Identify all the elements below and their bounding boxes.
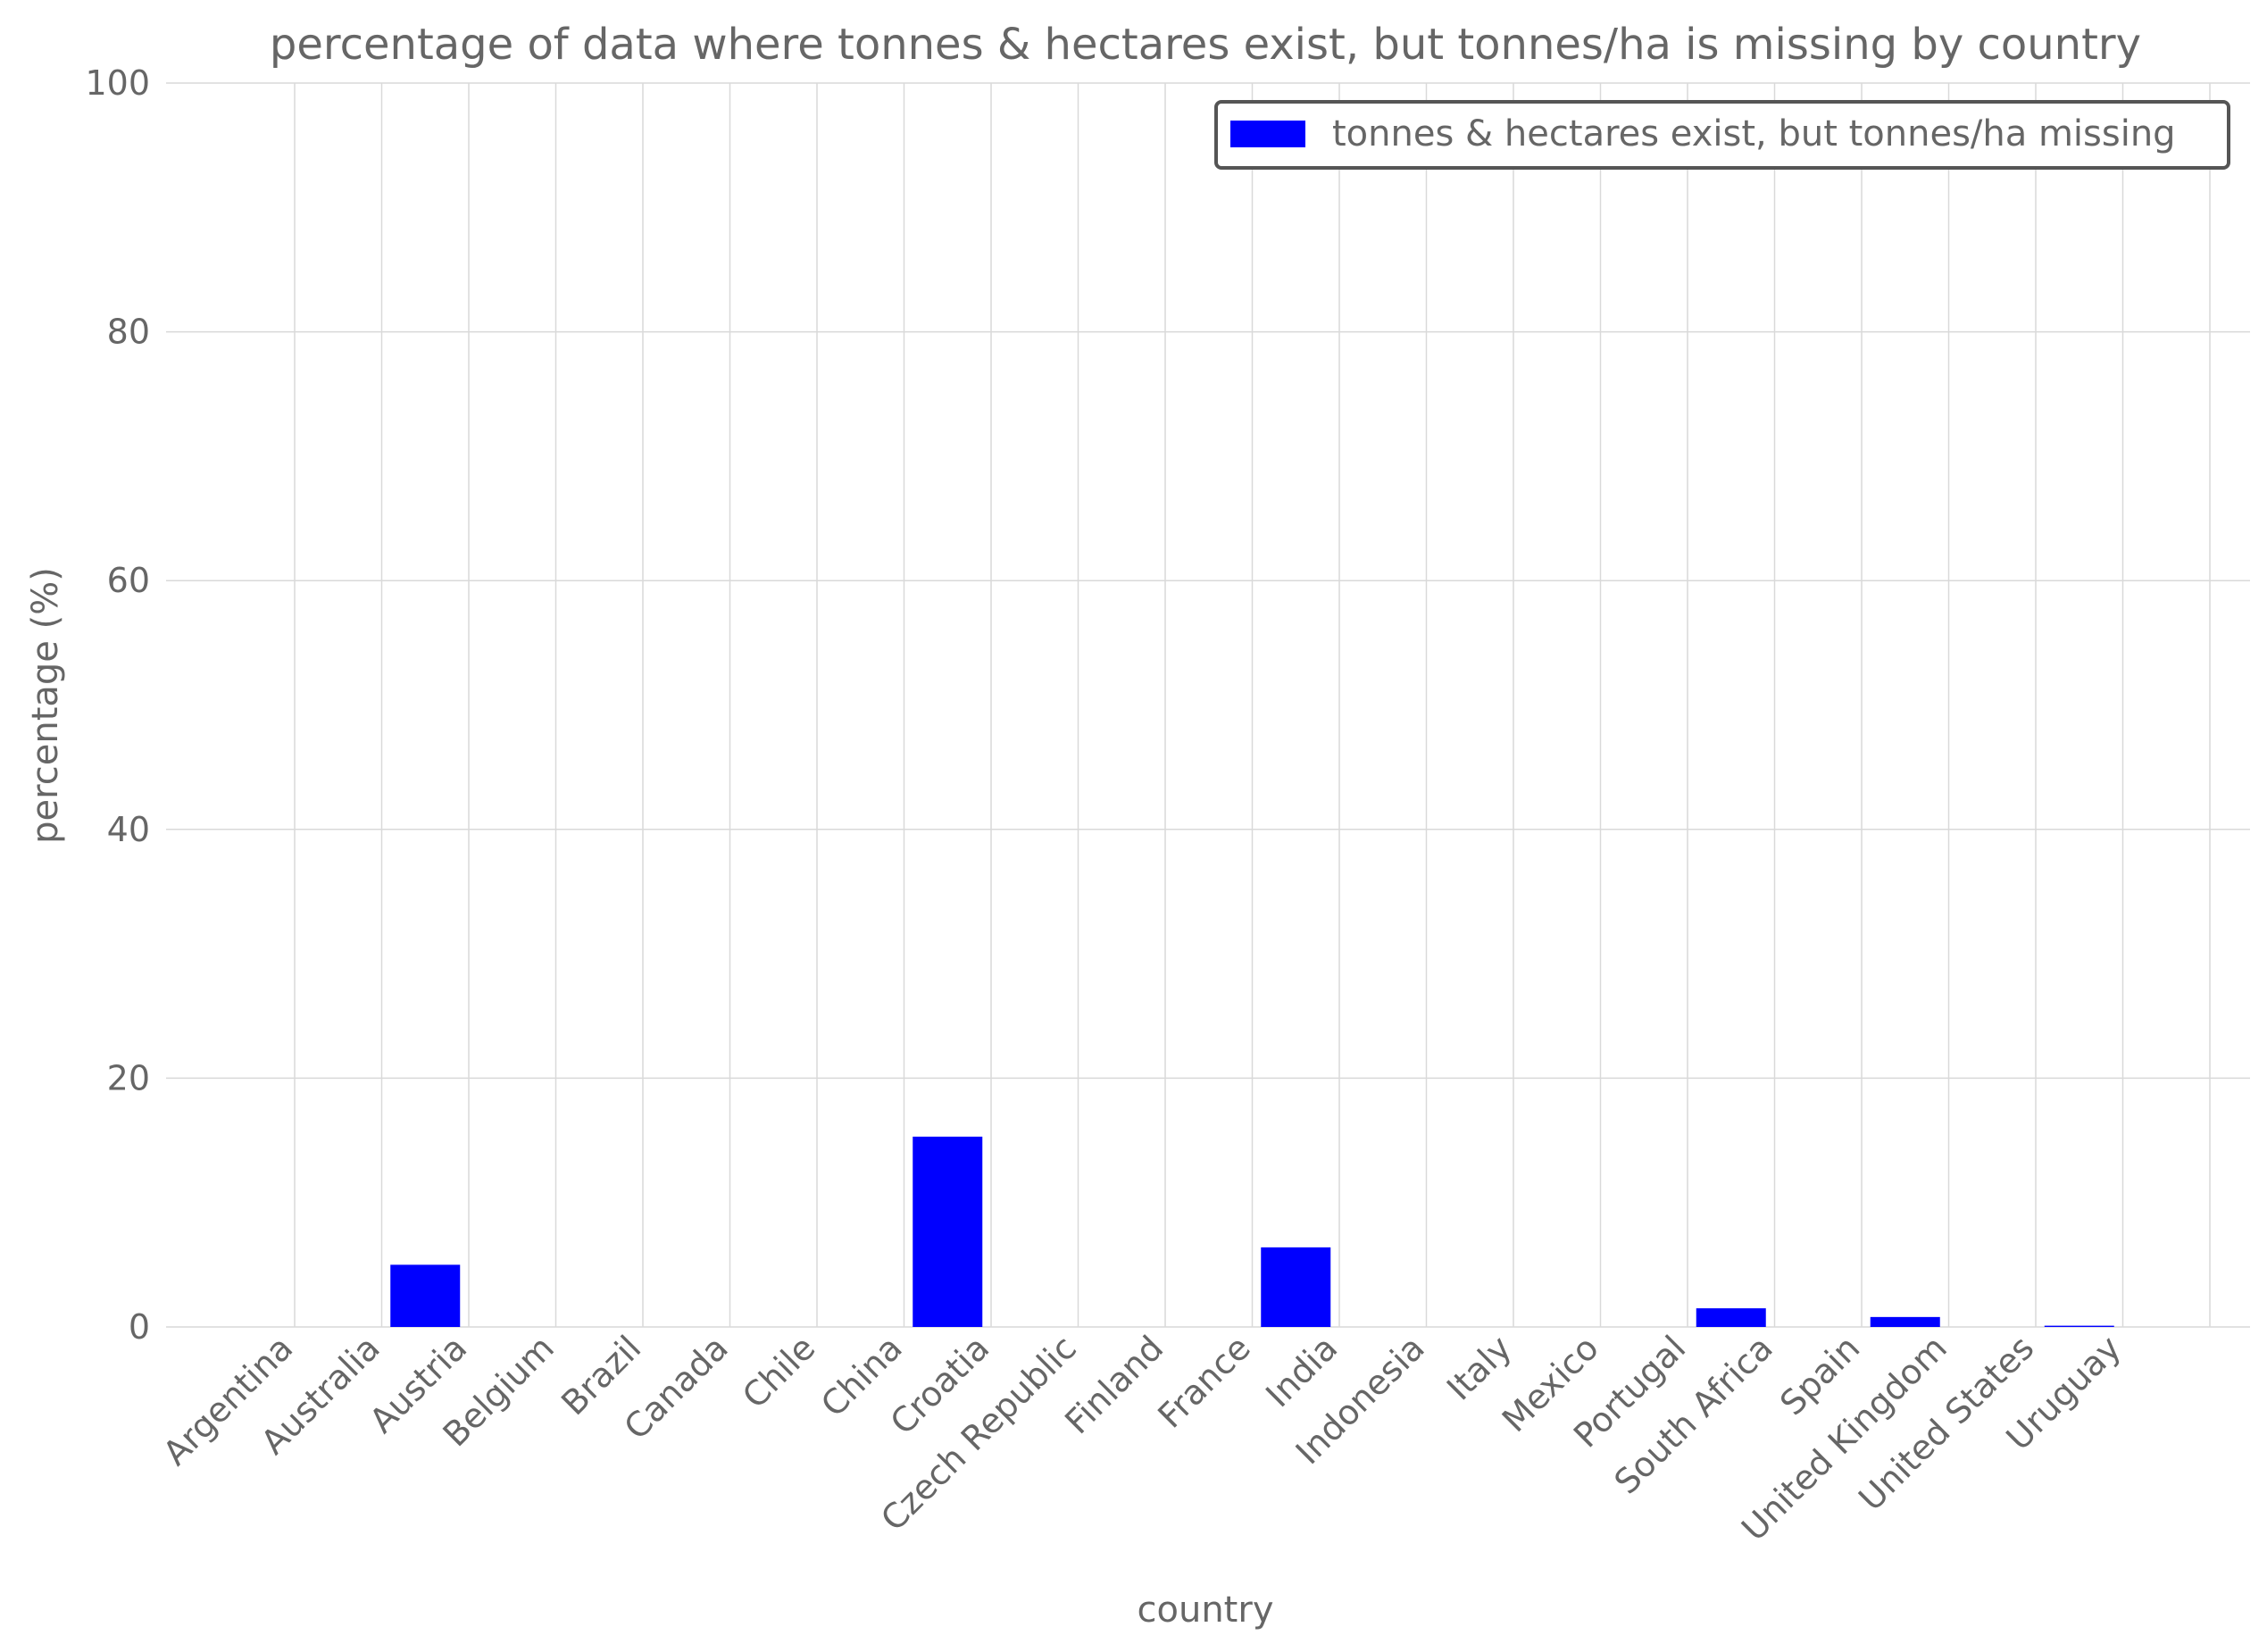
- legend-frame: [1214, 100, 2230, 170]
- x-tick-label: Finland: [1057, 1328, 1171, 1441]
- bar-united-states: [2044, 1325, 2114, 1327]
- bars: [390, 1136, 2114, 1327]
- legend-label: tonnes & hectares exist, but tonnes/ha m…: [1332, 113, 2176, 154]
- x-tick-label: Italy: [1439, 1328, 1519, 1407]
- legend: tonnes & hectares exist, but tonnes/ha m…: [1214, 100, 2230, 170]
- bar-australia: [390, 1264, 461, 1327]
- chart-title: percentage of data where tonnes & hectar…: [270, 20, 2141, 70]
- x-axis-label: country: [1138, 1589, 1274, 1631]
- bar-spain: [1870, 1316, 1940, 1327]
- y-tick-label: 20: [107, 1058, 150, 1097]
- y-tick-labels: 0 20 40 60 80 100: [85, 63, 150, 1347]
- bar-portugal: [1696, 1308, 1766, 1327]
- y-tick-label: 60: [107, 561, 150, 600]
- legend-swatch: [1230, 121, 1305, 147]
- grid: [166, 82, 2250, 1328]
- y-tick-label: 80: [107, 313, 150, 352]
- bar-france: [1261, 1247, 1331, 1327]
- x-tick-label: France: [1150, 1328, 1257, 1435]
- y-tick-label: 40: [107, 810, 150, 849]
- bar-china: [913, 1136, 983, 1327]
- y-tick-label: 100: [85, 63, 150, 103]
- y-tick-label: 0: [129, 1307, 150, 1347]
- x-tick-labels: ArgentinaAustraliaAustriaBelgiumBrazilCa…: [155, 1328, 2129, 1548]
- y-axis-label: percentage (%): [25, 567, 66, 844]
- x-tick-label: Chile: [735, 1328, 822, 1415]
